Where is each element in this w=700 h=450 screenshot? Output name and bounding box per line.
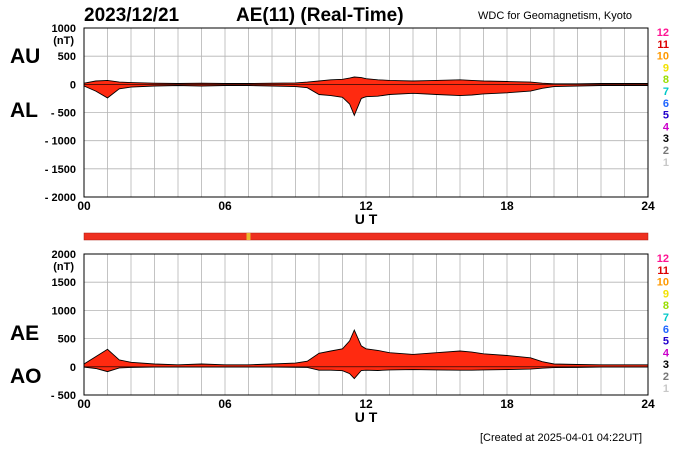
- status-marker: [246, 233, 251, 240]
- y-tick-label: 1500: [52, 277, 76, 289]
- level-scale-label: 4: [663, 347, 670, 359]
- chart-date: 2023/12/21: [84, 5, 180, 26]
- level-scale-label: 9: [663, 62, 669, 74]
- x-axis-label: U T: [355, 211, 378, 227]
- level-scale-label: 12: [657, 27, 669, 39]
- x-tick-label: 00: [77, 199, 91, 213]
- level-scale-label: 1: [663, 157, 669, 169]
- level-scale-label: 6: [663, 98, 669, 110]
- x-tick-label: 06: [218, 199, 232, 213]
- level-scale-label: 10: [657, 277, 669, 289]
- status-bar: [83, 232, 649, 241]
- y-tick-label: 0: [70, 79, 76, 91]
- y-tick-label: - 500: [51, 390, 76, 402]
- level-scale-label: 6: [663, 324, 669, 336]
- level-scale-label: 11: [657, 39, 669, 51]
- y-tick-label: 1000: [52, 305, 76, 317]
- side-label: AO: [10, 365, 42, 388]
- level-scale-label: 3: [663, 133, 669, 145]
- level-scale-label: 7: [663, 312, 669, 324]
- created-timestamp: [Created at 2025-04-01 04:22UT]: [480, 432, 643, 444]
- level-scale-label: 8: [663, 300, 669, 312]
- y-tick-label: 500: [58, 334, 76, 346]
- y-tick-label: 1000: [52, 23, 76, 35]
- x-tick-label: 12: [359, 397, 373, 411]
- plot-frame: [83, 27, 649, 198]
- y-tick-label: 500: [58, 51, 76, 63]
- x-tick-label: 00: [77, 397, 91, 411]
- x-tick-label: 12: [359, 199, 373, 213]
- level-scale-label: 11: [657, 265, 669, 277]
- level-scale-label: 7: [663, 86, 669, 98]
- level-scale-label: 8: [663, 74, 669, 86]
- level-scale-label: 2: [663, 371, 669, 383]
- y-tick-label: - 2000: [45, 192, 76, 204]
- x-tick-label: 06: [218, 397, 232, 411]
- organization-label: WDC for Geomagnetism, Kyoto: [478, 10, 633, 22]
- unit-label: (nT): [53, 261, 74, 273]
- y-tick-label: - 1500: [45, 164, 76, 176]
- level-scale-label: 3: [663, 359, 669, 371]
- side-label: AE: [10, 322, 39, 345]
- chart-title: AE(11) (Real-Time): [236, 5, 404, 26]
- level-scale-label: 5: [663, 110, 669, 122]
- y-tick-label: - 500: [51, 108, 76, 120]
- x-tick-label: 18: [500, 397, 514, 411]
- unit-label: (nT): [53, 35, 74, 47]
- level-scale-label: 1: [663, 383, 669, 395]
- y-tick-label: 0: [70, 362, 76, 374]
- y-tick-label: 2000: [52, 249, 76, 261]
- x-tick-label: 24: [641, 397, 655, 411]
- level-scale-label: 9: [663, 288, 669, 300]
- side-label: AL: [10, 99, 38, 122]
- level-scale-label: 5: [663, 336, 669, 348]
- level-scale-label: 10: [657, 51, 669, 63]
- x-tick-label: 18: [500, 199, 514, 213]
- side-label: AU: [10, 45, 40, 68]
- x-axis-label: U T: [355, 409, 378, 425]
- level-scale-label: 12: [657, 253, 669, 265]
- level-scale-label: 4: [663, 121, 670, 133]
- x-tick-label: 24: [641, 199, 655, 213]
- plot-frame: [83, 253, 649, 396]
- level-scale-label: 2: [663, 145, 669, 157]
- y-tick-label: - 1000: [45, 136, 76, 148]
